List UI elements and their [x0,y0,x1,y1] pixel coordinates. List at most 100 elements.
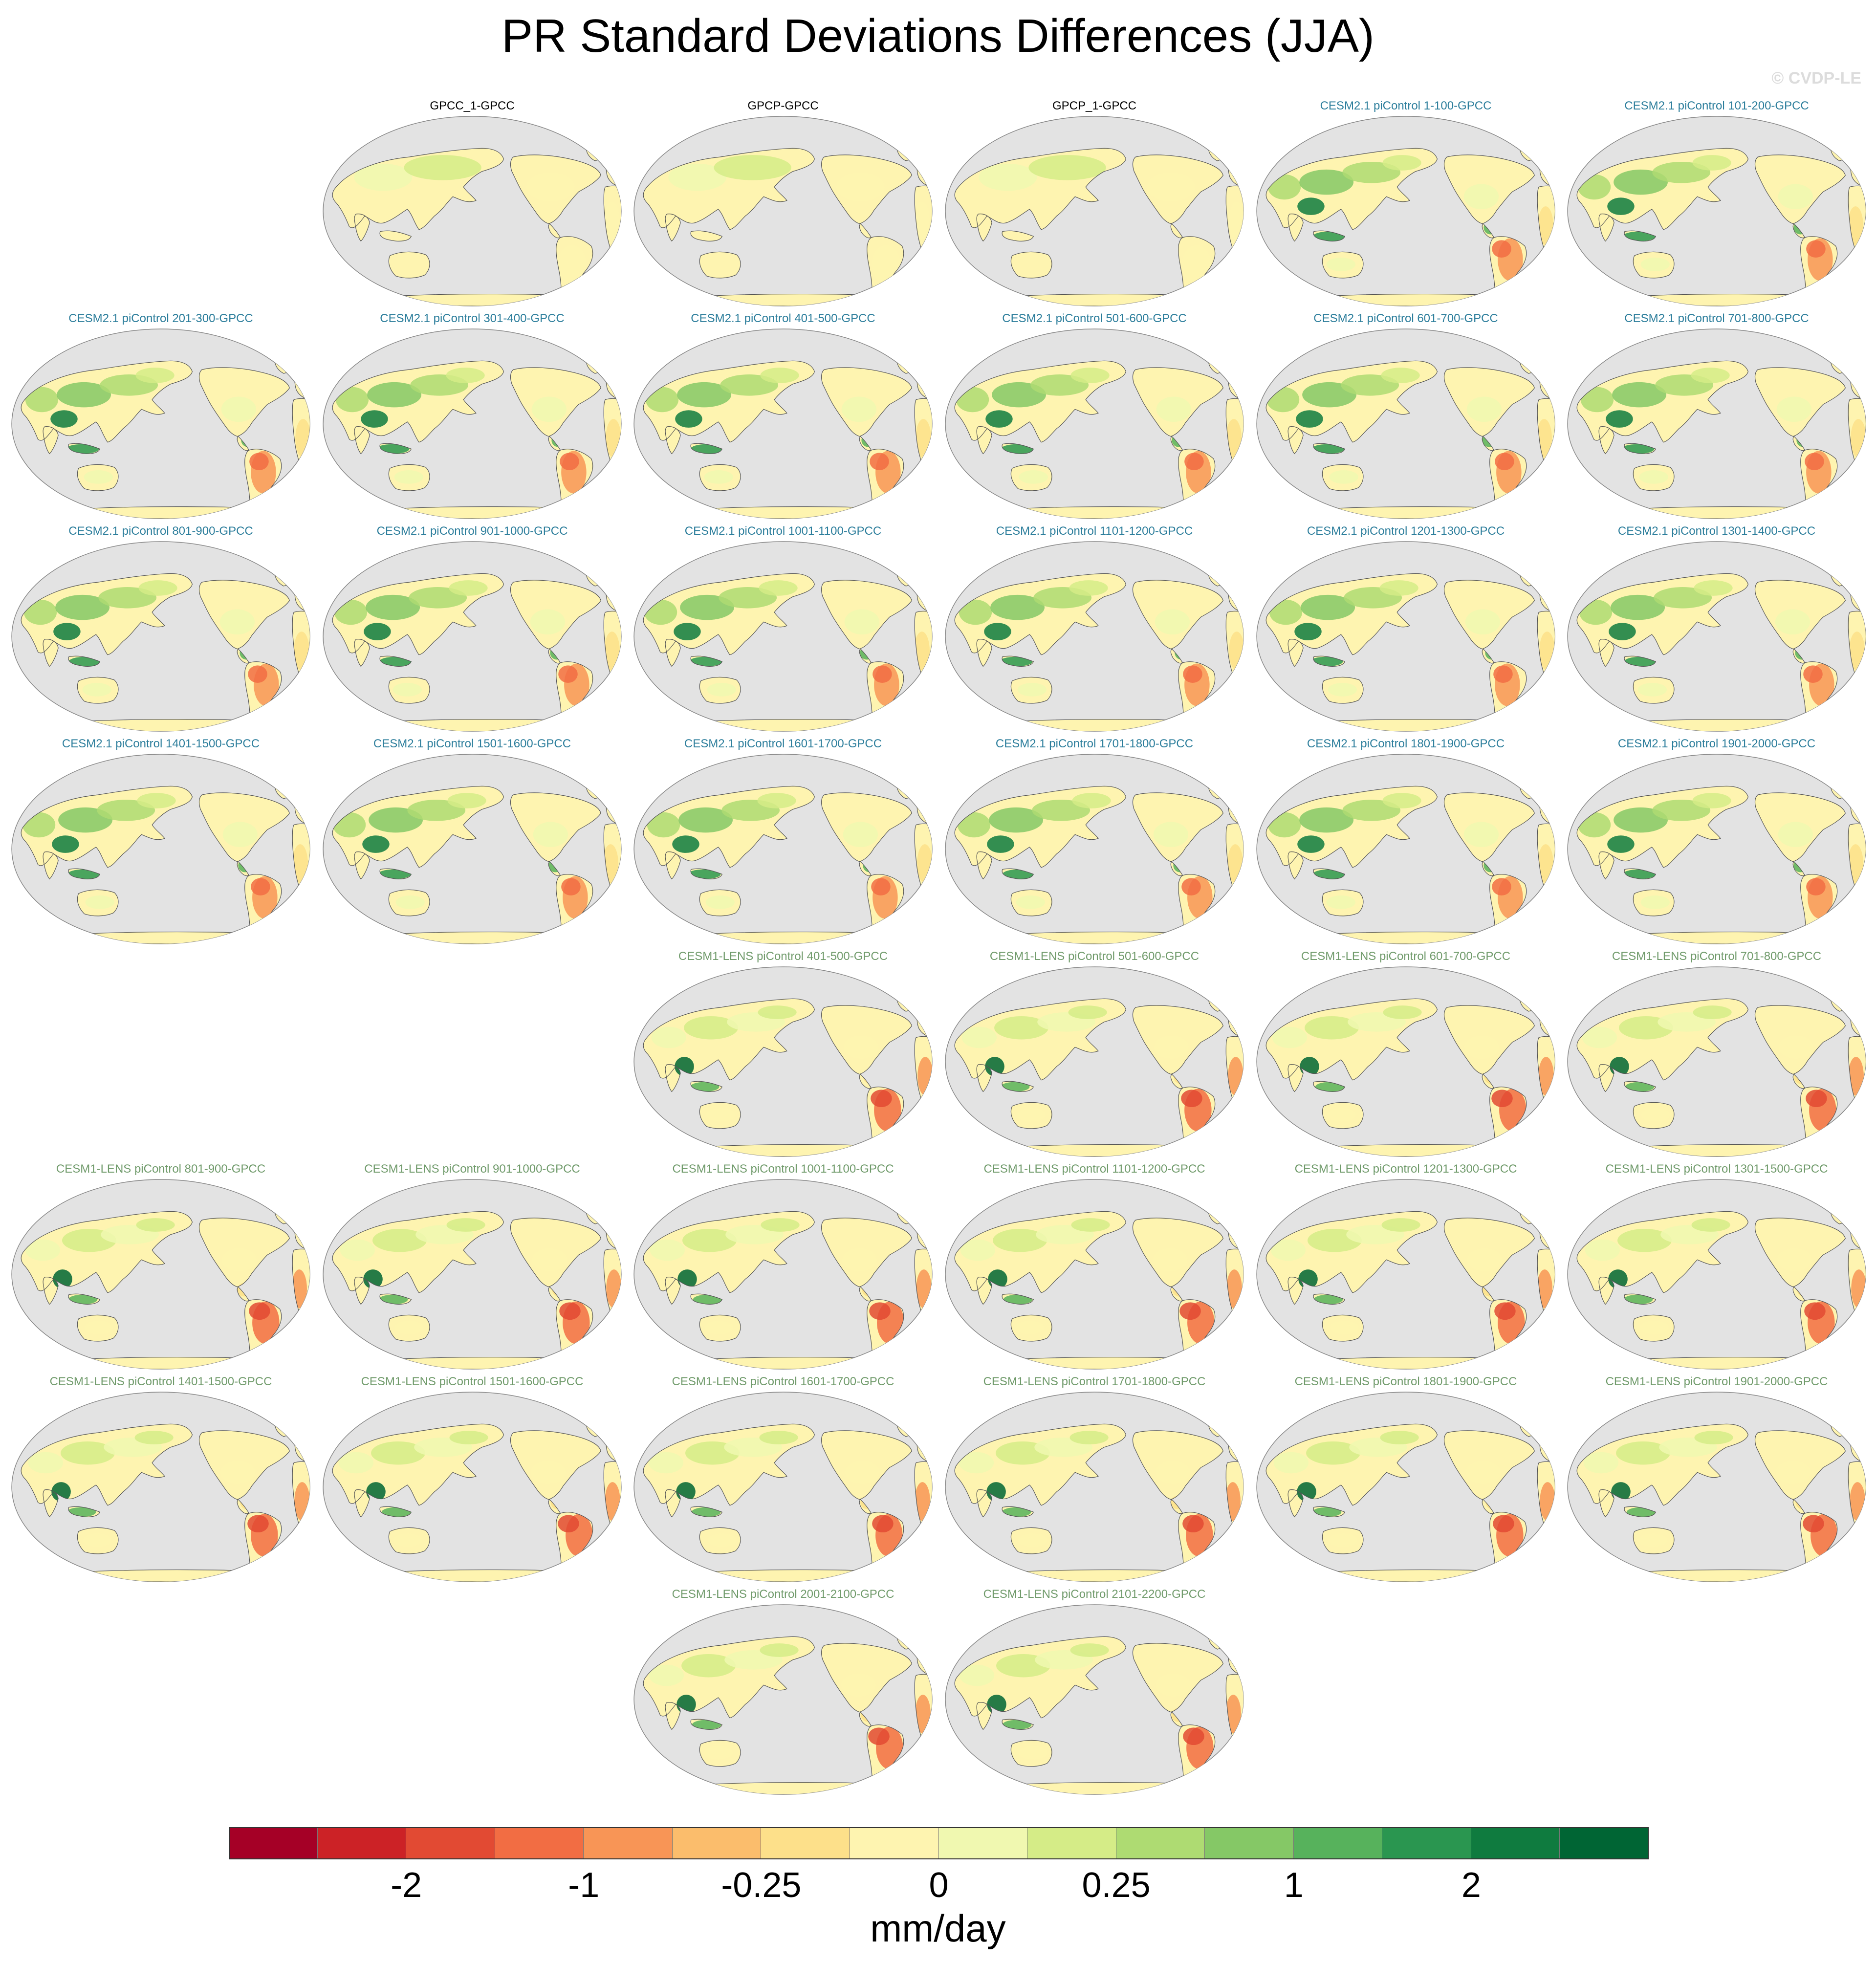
coastline [1848,1036,1866,1111]
coastline [68,443,101,454]
anomaly-patch [1538,844,1553,883]
anomaly-patch [530,609,566,635]
coastline [21,1423,193,1506]
land-antarctica [662,932,904,944]
coastline [548,861,561,876]
land-india [977,426,992,454]
coastline [1322,251,1364,279]
anomaly-patch [560,453,579,471]
land-antarctica [1285,1570,1527,1582]
world-map [323,541,622,732]
land-antarctica [351,932,593,944]
coastline [332,148,504,230]
land-antarctica [351,719,593,732]
coastline [1848,185,1866,261]
coastline [1598,851,1614,880]
anomaly-patch [134,1431,174,1444]
anomaly-patch [1312,1507,1342,1517]
world-map [633,1179,933,1370]
land-india [1288,639,1304,667]
colorbar-units: mm/day [870,1907,1006,1950]
coastline [1848,823,1866,898]
coastline [1322,889,1364,916]
coastline [43,1277,59,1305]
anomaly-patch [23,599,57,625]
anomaly-patch [1383,1005,1422,1019]
anomaly-patch [68,1294,98,1305]
anomaly-patch [703,1746,733,1760]
anomaly-patch [1299,807,1354,833]
coastline [1010,251,1052,279]
anomaly-patch [394,1321,424,1334]
anomaly-patch [1691,368,1730,383]
coastline [1313,230,1346,241]
land-india [665,1489,681,1517]
world-map [945,1392,1244,1582]
coastline [1002,443,1034,454]
land-antarctica [1595,506,1838,519]
anomaly-patch [394,470,424,484]
anomaly-patch [25,387,59,413]
anomaly-patch [1639,470,1668,484]
anomaly-patch [844,609,880,635]
map-panel: CESM1-LENS piControl 1001-1100-GPCC [631,1161,935,1371]
coastline [43,639,59,667]
world-map [1567,966,1866,1157]
anomaly-patch [1851,419,1866,458]
coastline [1537,823,1555,898]
land-central-america [859,223,872,238]
map-panel: CESM1-LENS piControl 2101-2200-GPCC [942,1586,1246,1796]
coastline [1624,443,1657,454]
anomaly-patch [1297,835,1325,853]
land-antarctica [662,1782,904,1795]
anomaly-patch [378,1294,408,1305]
coastline [1624,1293,1657,1305]
figure-title: PR Standard Deviations Differences (JJA) [502,10,1374,62]
anomaly-patch [1492,878,1511,896]
coastline [665,639,681,667]
coastline [388,1314,430,1342]
coastline [1287,214,1304,242]
map-panel: CESM2.1 piControl 1201-1300-GPCC [1254,523,1558,733]
coastline [198,1430,290,1500]
anomaly-patch [681,1654,736,1678]
anomaly-patch [917,844,932,883]
anomaly-patch [1803,1515,1824,1533]
coastline [699,889,741,916]
anomaly-patch [61,1441,115,1465]
coastline [699,251,741,279]
anomaly-patch [985,410,1013,428]
anomaly-patch [1777,1248,1812,1272]
panel-title: CESM1-LENS piControl 2101-2200-GPCC [983,1588,1206,1601]
land-antarctica [662,1144,904,1157]
world-map [945,966,1244,1157]
panel-title: CESM1-LENS piControl 1801-1900-GPCC [1294,1375,1517,1388]
anomaly-patch [1269,599,1303,625]
coastline [1322,1102,1364,1129]
coastline [388,676,430,704]
anomaly-patch [1181,1090,1202,1108]
coastline [1265,360,1438,443]
coastline [914,1674,932,1749]
world-map [945,541,1244,732]
world-map [11,328,310,519]
colorbar-swatch [1116,1827,1205,1859]
colorbar-swatch [318,1827,406,1859]
anomaly-patch [706,1108,735,1122]
anomaly-patch [393,1533,423,1547]
anomaly-patch [1625,1082,1655,1092]
anomaly-patch [1778,1035,1813,1059]
world-map [633,328,933,519]
anomaly-patch [984,623,1011,640]
coastline [1010,1314,1052,1342]
anomaly-patch [1611,594,1665,620]
anomaly-patch [1297,1482,1316,1502]
coastline [690,1506,723,1517]
anomaly-patch [1778,822,1813,848]
anomaly-patch [364,623,391,640]
colorbar-swatch [1471,1827,1560,1859]
anomaly-patch [526,172,575,202]
coastline [237,1499,249,1514]
coastline [1010,1102,1052,1129]
coastline [1792,648,1805,664]
